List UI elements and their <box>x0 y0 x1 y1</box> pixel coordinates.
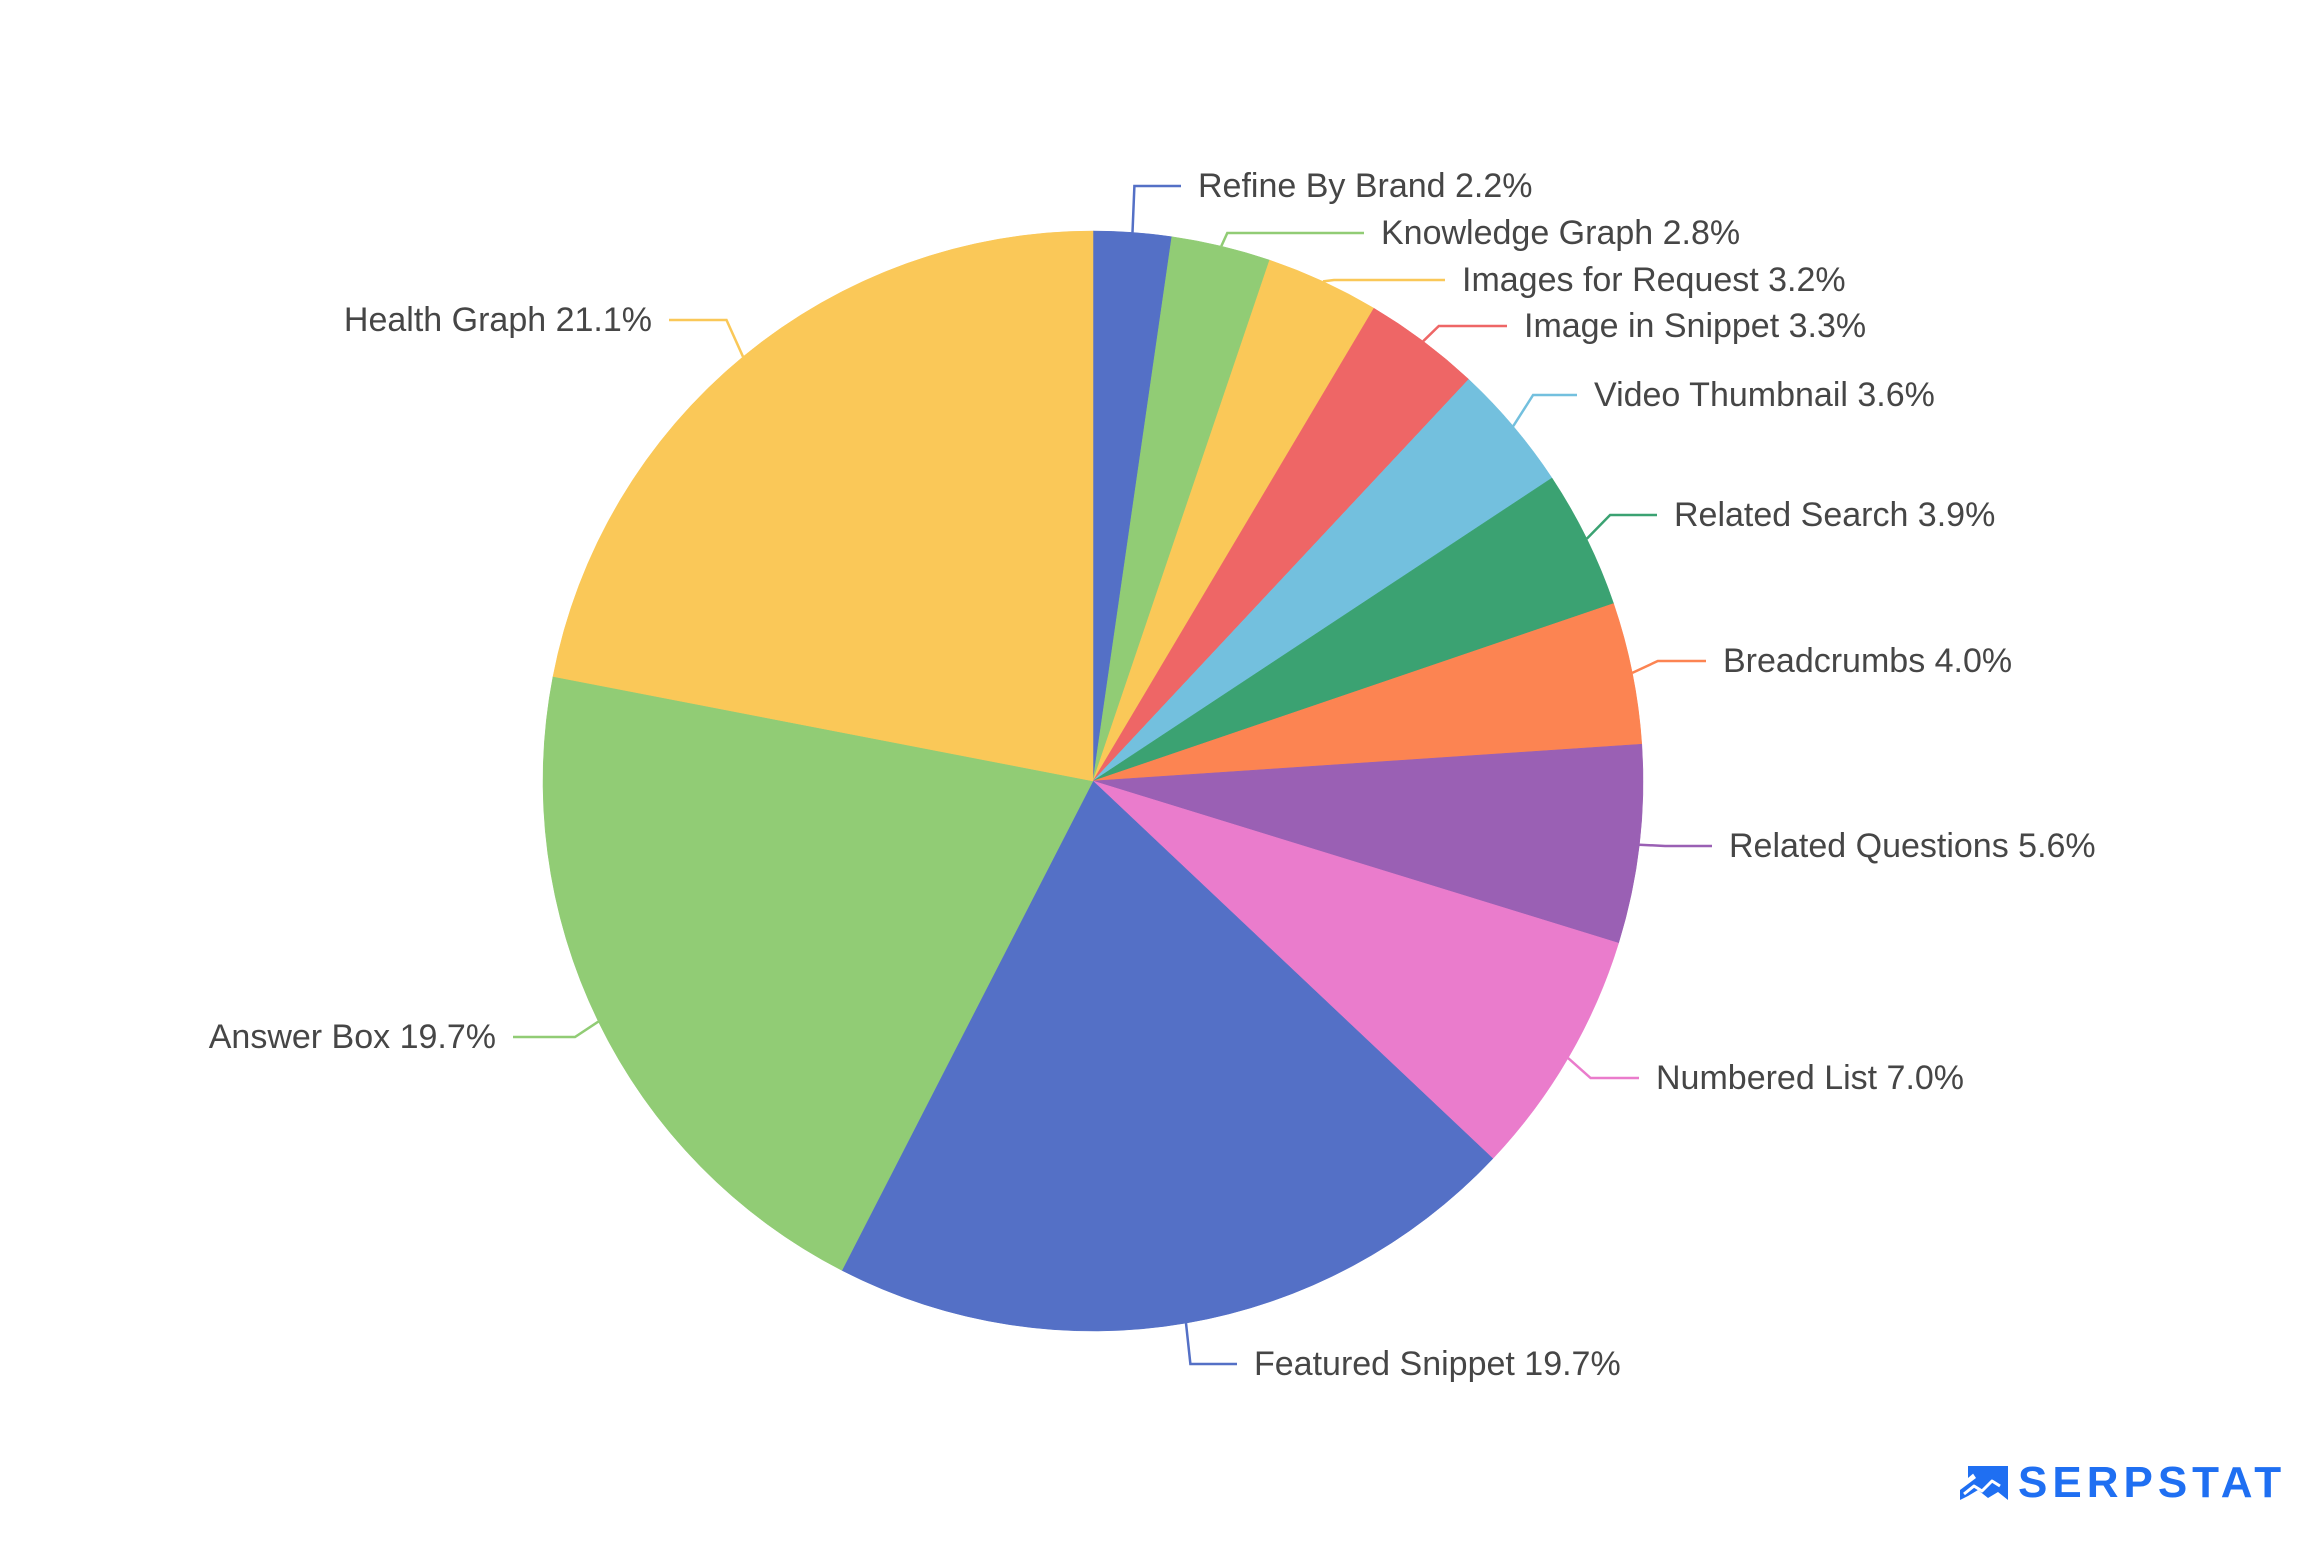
slice-label: Related Questions 5.6% <box>1729 827 2096 865</box>
pie-slice-answer-box[interactable] <box>542 676 1094 1271</box>
leader-line <box>513 1020 600 1039</box>
pie-slices <box>542 230 1644 1332</box>
slice-label: Image in Snippet 3.3% <box>1524 307 1866 345</box>
slice-label: Knowledge Graph 2.8% <box>1381 214 1740 252</box>
leader-line <box>1567 1057 1639 1080</box>
pie-slice-health-graph[interactable] <box>552 230 1094 782</box>
serpstat-wordmark: SERPSTAT <box>2018 1458 2287 1507</box>
pie-slice-featured-snippet[interactable] <box>841 780 1494 1332</box>
leader-line <box>1220 231 1364 247</box>
leader-line <box>1512 393 1577 427</box>
leader-line <box>1422 324 1507 343</box>
leader-line <box>669 318 745 358</box>
slice-label: Images for Request 3.2% <box>1462 261 1846 299</box>
slice-label: Health Graph 21.1% <box>344 301 652 339</box>
leader-line <box>1639 843 1712 848</box>
slice-label: Featured Snippet 19.7% <box>1254 1345 1621 1383</box>
slice-label: Refine By Brand 2.2% <box>1198 167 1533 205</box>
slice-label: Breadcrumbs 4.0% <box>1723 642 2012 680</box>
pie-slice-numbered-list[interactable] <box>1092 780 1619 1159</box>
leader-line <box>1322 278 1445 283</box>
pie-slice-related-questions[interactable] <box>1092 743 1644 944</box>
serpstat-chart-arrow-icon <box>1960 1466 2008 1500</box>
slice-labels: Refine By Brand 2.2% Knowledge Graph 2.8%… <box>209 167 2096 1383</box>
slice-label: Video Thumbnail 3.6% <box>1594 376 1935 414</box>
serpstat-logo: SERPSTAT <box>1958 1458 2287 1507</box>
label-leader-lines <box>513 184 1712 1366</box>
leader-line <box>1184 1322 1237 1366</box>
leader-line <box>1631 659 1706 675</box>
leader-line <box>1585 513 1657 540</box>
leader-line <box>1131 184 1181 233</box>
slice-label: Numbered List 7.0% <box>1656 1059 1964 1097</box>
slice-label: Answer Box 19.7% <box>209 1018 496 1056</box>
slice-label: Related Search 3.9% <box>1674 496 1995 534</box>
